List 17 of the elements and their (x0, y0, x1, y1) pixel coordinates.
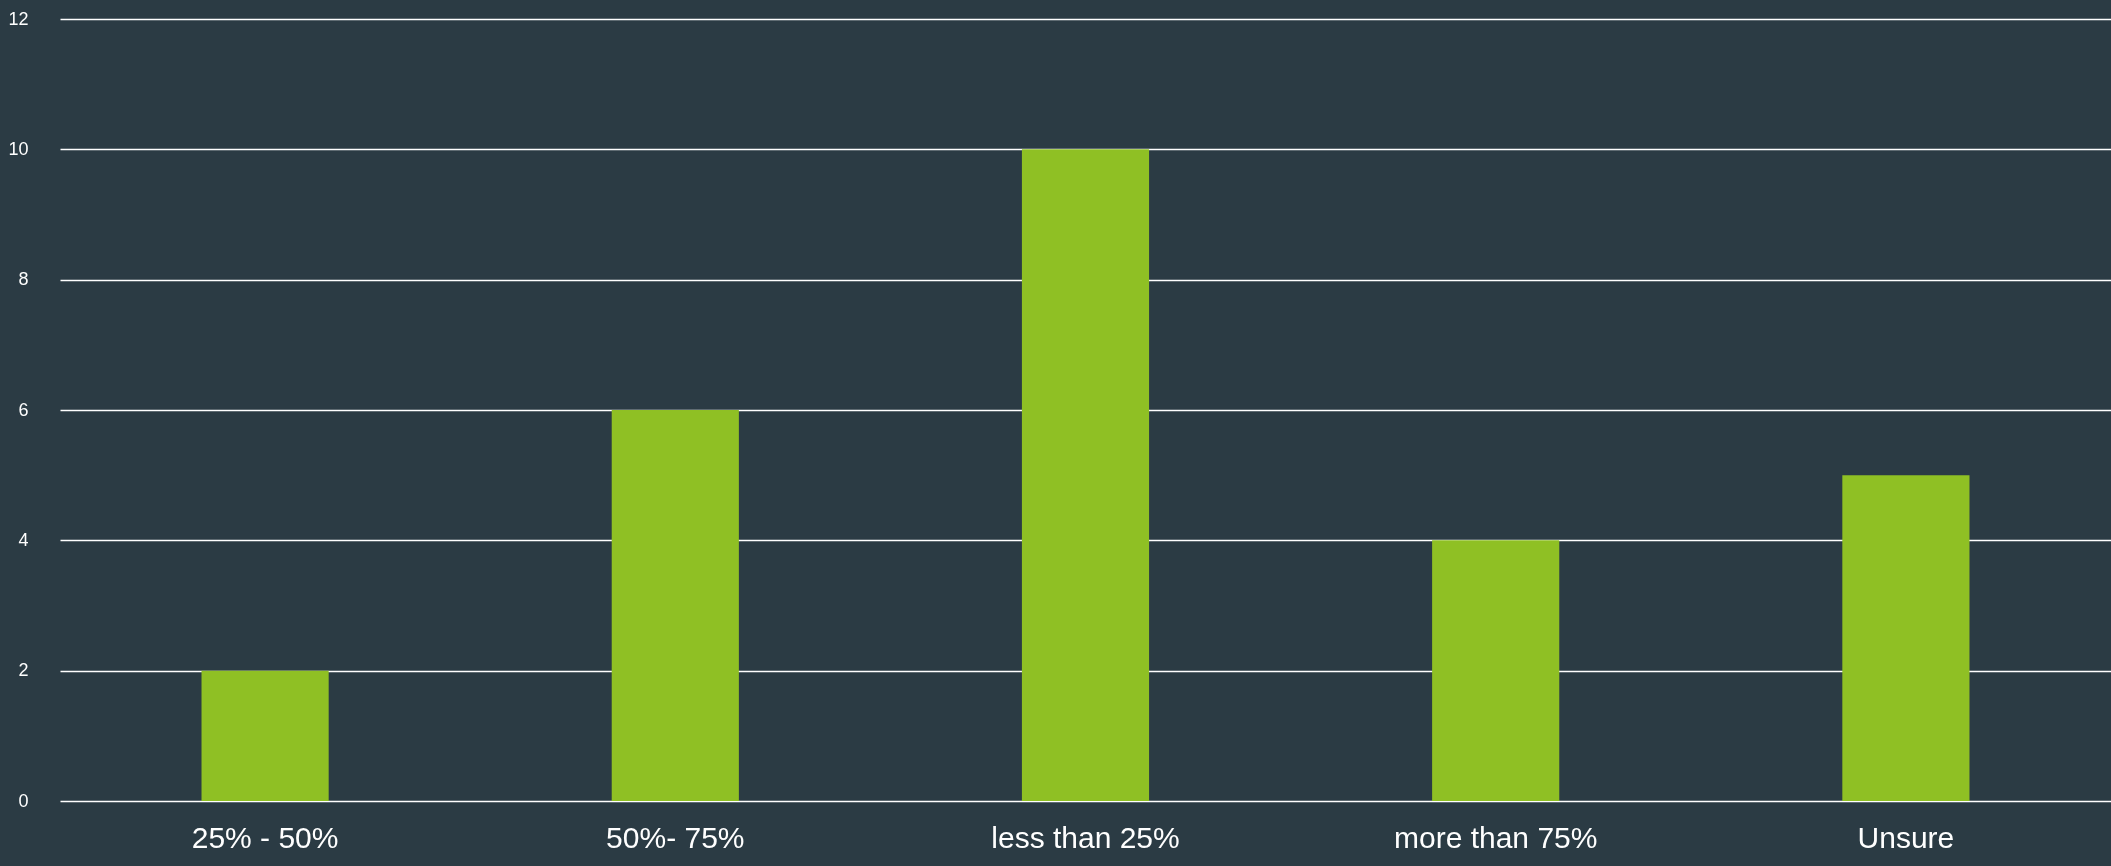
y-tick-label: 6 (18, 399, 29, 420)
bar (1021, 149, 1150, 801)
y-tick-label: 12 (8, 8, 29, 29)
x-tick-label: more than 75% (1393, 820, 1598, 854)
y-tick-label: 8 (18, 269, 29, 290)
bar (201, 670, 329, 801)
bar (611, 410, 739, 801)
y-tick-label: 10 (8, 138, 29, 159)
x-tick-label: less than 25% (991, 820, 1180, 854)
x-tick-label: Unsure (1857, 820, 1955, 854)
bar (1842, 475, 1970, 801)
y-tick-label: 0 (18, 790, 29, 811)
x-tick-label: 50%- 75% (606, 820, 745, 854)
y-tick-label: 4 (18, 529, 29, 550)
y-tick-label: 2 (18, 660, 29, 681)
x-tick-label: 25% - 50% (191, 820, 339, 854)
bar (1432, 540, 1560, 801)
